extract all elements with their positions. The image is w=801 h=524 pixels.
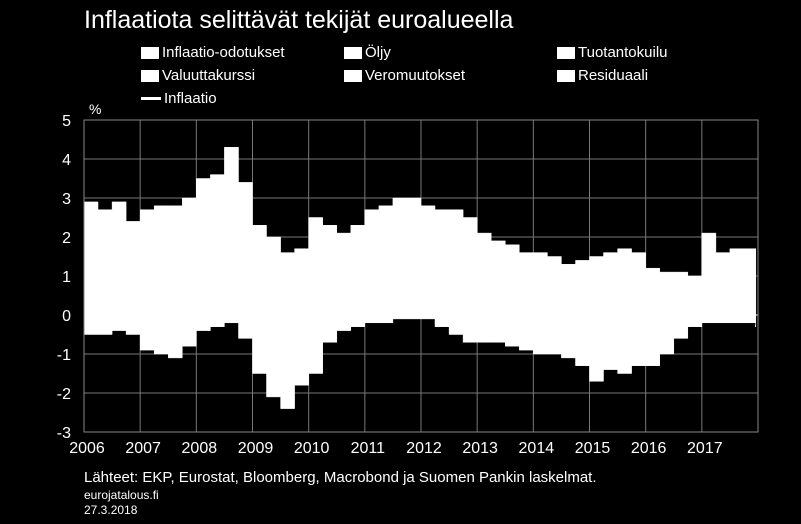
y-tick-label: 2 [62, 230, 71, 247]
legend-line-swatch [141, 97, 161, 100]
legend-swatch [344, 46, 362, 59]
y-tick-label: -3 [57, 425, 71, 442]
source-note: Lähteet: EKP, Eurostat, Bloomberg, Macro… [84, 469, 597, 486]
contribution-area [83, 147, 757, 409]
data-areas [83, 147, 758, 409]
x-tick-label: 2009 [238, 440, 274, 457]
x-tick-label: 2015 [575, 440, 611, 457]
x-tick-label: 2006 [69, 440, 105, 457]
x-tick-label: 2008 [182, 440, 218, 457]
y-axis-unit: % [89, 101, 102, 117]
y-tick-label: 0 [62, 308, 71, 325]
legend-item-tax-changes: Veromuutokset [344, 67, 465, 84]
y-tick-label: 5 [62, 113, 71, 130]
legend-label: Tuotantokuilu [578, 44, 668, 61]
legend-label: Inflaatio [164, 90, 217, 107]
publish-date: 27.3.2018 [84, 503, 138, 517]
legend: Inflaatio-odotukset Öljy Tuotantokuilu V… [0, 0, 801, 110]
x-tick-label: 2014 [519, 440, 555, 457]
y-tick-label: -1 [57, 347, 71, 364]
x-tick-label: 2011 [351, 440, 386, 457]
legend-label: Öljy [365, 44, 391, 61]
x-tick-label: 2007 [125, 440, 161, 457]
legend-swatch [557, 69, 575, 82]
legend-item-oil: Öljy [344, 44, 391, 61]
x-tick-label: 2012 [406, 440, 442, 457]
legend-label: Inflaatio-odotukset [162, 44, 285, 61]
legend-item-inflation-expectations: Inflaatio-odotukset [141, 44, 285, 61]
legend-swatch [141, 46, 159, 59]
y-tick-label: 3 [62, 191, 71, 208]
legend-item-inflation: Inflaatio [141, 90, 217, 107]
x-tick-label: 2010 [294, 440, 330, 457]
x-tick-label: 2016 [631, 440, 667, 457]
legend-swatch [557, 46, 575, 59]
y-tick-label: 4 [62, 152, 71, 169]
x-tick-label: 2017 [687, 440, 723, 457]
site-name: eurojatalous.fi [84, 488, 159, 502]
plot-frame [83, 119, 759, 433]
y-tick-label: -2 [57, 386, 71, 403]
legend-item-output-gap: Tuotantokuilu [557, 44, 668, 61]
y-tick-label: 1 [62, 269, 71, 286]
legend-item-residual: Residuaali [557, 67, 648, 84]
legend-label: Veromuutokset [365, 67, 466, 84]
legend-label: Residuaali [578, 67, 649, 84]
legend-swatch [141, 69, 159, 82]
legend-item-exchange-rate: Valuuttakurssi [141, 67, 255, 84]
legend-label: Valuuttakurssi [162, 67, 256, 84]
legend-swatch [344, 69, 362, 82]
x-tick-label: 2013 [462, 440, 498, 457]
chart-title: Inflaatiota selittävät tekijät euroaluee… [84, 6, 514, 34]
